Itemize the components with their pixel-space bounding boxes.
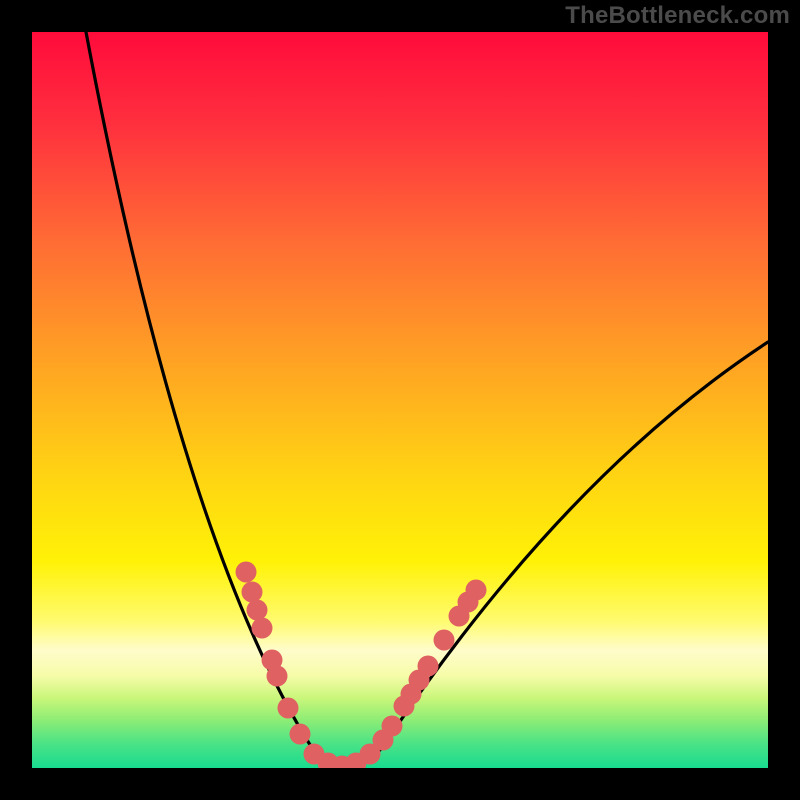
chart-stage: TheBottleneck.com [0,0,800,800]
marker-dot [267,666,288,687]
marker-dot [382,716,403,737]
marker-dot [247,600,268,621]
gradient-background [32,32,768,768]
marker-dot [242,582,263,603]
marker-dot [236,562,257,583]
watermark-text: TheBottleneck.com [565,2,790,30]
chart-svg [0,0,800,800]
marker-dot [418,656,439,677]
plot-area [32,32,768,777]
marker-dot [290,724,311,745]
marker-dot [278,698,299,719]
marker-dot [434,630,455,651]
marker-dot [466,580,487,601]
marker-dot [252,618,273,639]
